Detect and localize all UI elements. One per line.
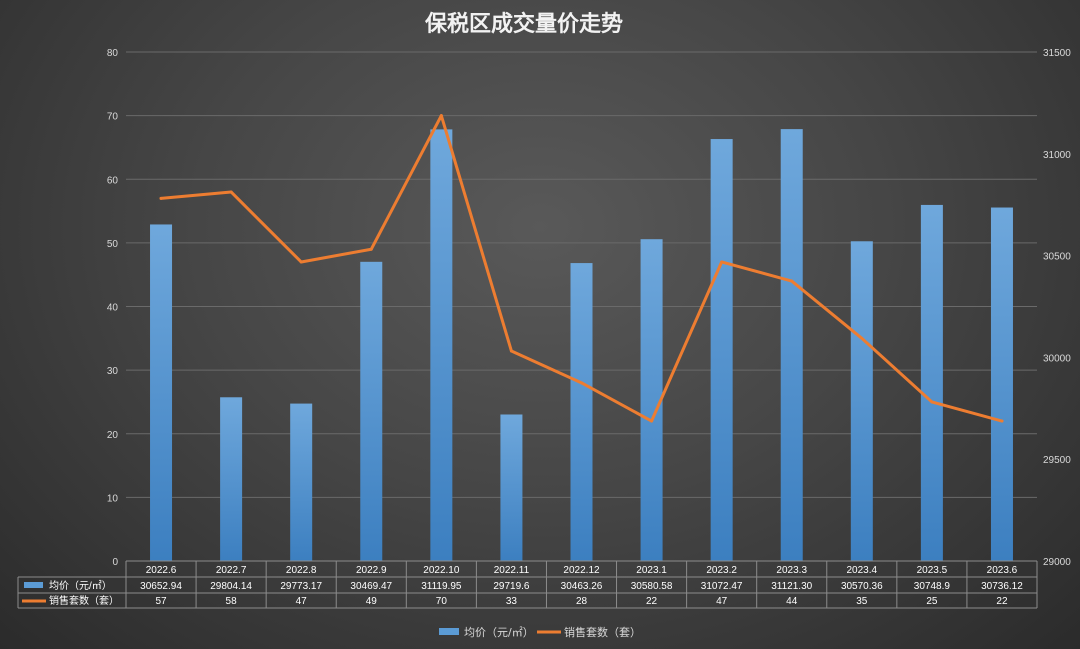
category-label: 2023.3 bbox=[776, 565, 807, 576]
sales-cell: 47 bbox=[296, 596, 308, 607]
price-cell: 30736.12 bbox=[981, 581, 1023, 592]
price-row-header: 均价（元/㎡） bbox=[49, 580, 112, 592]
chart-title: 保税区成交量价走势 bbox=[424, 11, 623, 37]
price-bar bbox=[780, 129, 803, 561]
legend: 均价（元/㎡） 销售套数（套） bbox=[439, 625, 641, 639]
left-tick-label: 70 bbox=[107, 112, 119, 123]
price-bar bbox=[220, 397, 243, 561]
left-tick-label: 20 bbox=[107, 430, 119, 441]
right-tick-label: 30000 bbox=[1043, 353, 1071, 364]
sales-row-header: 销售套数（套） bbox=[49, 594, 119, 607]
price-bar bbox=[640, 239, 663, 561]
price-cell: 29719.6 bbox=[493, 581, 530, 592]
right-tick-label: 31500 bbox=[1043, 48, 1071, 59]
sales-point bbox=[509, 349, 513, 353]
legend-price-label: 均价（元/㎡） bbox=[464, 626, 534, 639]
sales-cell: 58 bbox=[226, 596, 238, 607]
sales-point bbox=[580, 381, 583, 385]
price-cell: 30748.9 bbox=[914, 581, 951, 592]
sales-point bbox=[229, 190, 233, 194]
right-tick-label: 29500 bbox=[1043, 455, 1071, 466]
sales-cell: 47 bbox=[716, 596, 728, 607]
price-bar bbox=[500, 414, 523, 561]
sales-point bbox=[369, 247, 373, 251]
right-axis: 29000 29500 30000 30500 31000 31500 bbox=[1043, 48, 1071, 568]
sales-line bbox=[159, 114, 1004, 423]
right-tick-label: 30500 bbox=[1043, 252, 1071, 263]
price-bars bbox=[150, 129, 1013, 562]
price-bar bbox=[850, 241, 873, 561]
category-label: 2023.6 bbox=[987, 565, 1018, 576]
category-label: 2023.4 bbox=[847, 565, 878, 576]
category-label: 2022.9 bbox=[356, 565, 387, 576]
price-cell: 30570.36 bbox=[841, 581, 883, 592]
price-cell: 31119.95 bbox=[421, 581, 462, 592]
category-label: 2022.6 bbox=[146, 565, 177, 576]
category-label: 2023.1 bbox=[636, 565, 667, 576]
price-cell: 29804.14 bbox=[210, 581, 252, 592]
category-label: 2023.5 bbox=[917, 565, 948, 576]
sales-cell: 25 bbox=[926, 596, 938, 607]
sales-point bbox=[299, 260, 303, 264]
category-label: 2023.2 bbox=[706, 565, 737, 576]
sales-point bbox=[650, 419, 654, 423]
sales-cell: 70 bbox=[436, 596, 448, 607]
left-tick-label: 10 bbox=[107, 493, 119, 504]
price-bar bbox=[920, 204, 943, 562]
legend-price-swatch bbox=[439, 628, 459, 635]
price-bar bbox=[990, 207, 1013, 561]
price-cell: 30469.47 bbox=[350, 581, 392, 592]
left-tick-label: 0 bbox=[112, 557, 118, 568]
sales-cell: 49 bbox=[366, 596, 378, 607]
price-cell: 30580.58 bbox=[631, 581, 673, 592]
sales-cell: 57 bbox=[155, 596, 167, 607]
left-axis: 0 10 20 30 40 50 60 70 80 bbox=[107, 48, 119, 568]
price-cell: 31121.30 bbox=[771, 581, 812, 592]
category-label: 2022.10 bbox=[423, 565, 460, 576]
sales-cell: 44 bbox=[786, 596, 798, 607]
price-cell: 31072.47 bbox=[701, 581, 743, 592]
right-tick-label: 29000 bbox=[1043, 557, 1071, 568]
category-label: 2022.11 bbox=[494, 565, 530, 576]
sales-point bbox=[159, 196, 163, 200]
sales-cell: 22 bbox=[996, 596, 1008, 607]
sales-cell: 33 bbox=[506, 596, 518, 607]
sales-point bbox=[860, 336, 864, 340]
left-tick-label: 60 bbox=[107, 175, 119, 186]
category-label: 2022.7 bbox=[216, 565, 247, 576]
price-cell: 30463.26 bbox=[561, 581, 603, 592]
sales-point bbox=[720, 260, 724, 264]
category-label: 2022.12 bbox=[563, 565, 600, 576]
price-cell: 29773.17 bbox=[280, 581, 322, 592]
category-label: 2022.8 bbox=[286, 565, 317, 576]
price-bar bbox=[290, 403, 313, 561]
sales-point bbox=[790, 279, 794, 283]
sales-cell: 28 bbox=[576, 596, 588, 607]
price-bar bbox=[430, 129, 453, 561]
data-table: 2022.6 2022.7 2022.8 2022.9 2022.10 2022.11 20… bbox=[17, 560, 1038, 609]
legend-sales-label: 销售套数（套） bbox=[564, 625, 641, 639]
left-tick-label: 30 bbox=[107, 366, 119, 377]
price-bar bbox=[710, 139, 733, 561]
right-tick-label: 31000 bbox=[1043, 150, 1071, 161]
left-tick-label: 50 bbox=[107, 239, 119, 250]
price-cell: 30652.94 bbox=[140, 581, 182, 592]
sales-point bbox=[930, 400, 934, 404]
price-bar bbox=[150, 224, 173, 561]
sales-point bbox=[1000, 419, 1004, 423]
left-tick-label: 80 bbox=[107, 48, 119, 59]
left-tick-label: 40 bbox=[107, 303, 119, 314]
sales-cell: 35 bbox=[856, 596, 868, 607]
price-legend-key bbox=[24, 582, 43, 588]
price-bar bbox=[570, 263, 593, 561]
sales-point bbox=[439, 114, 443, 118]
sales-cell: 22 bbox=[646, 596, 658, 607]
price-bar bbox=[360, 261, 383, 561]
